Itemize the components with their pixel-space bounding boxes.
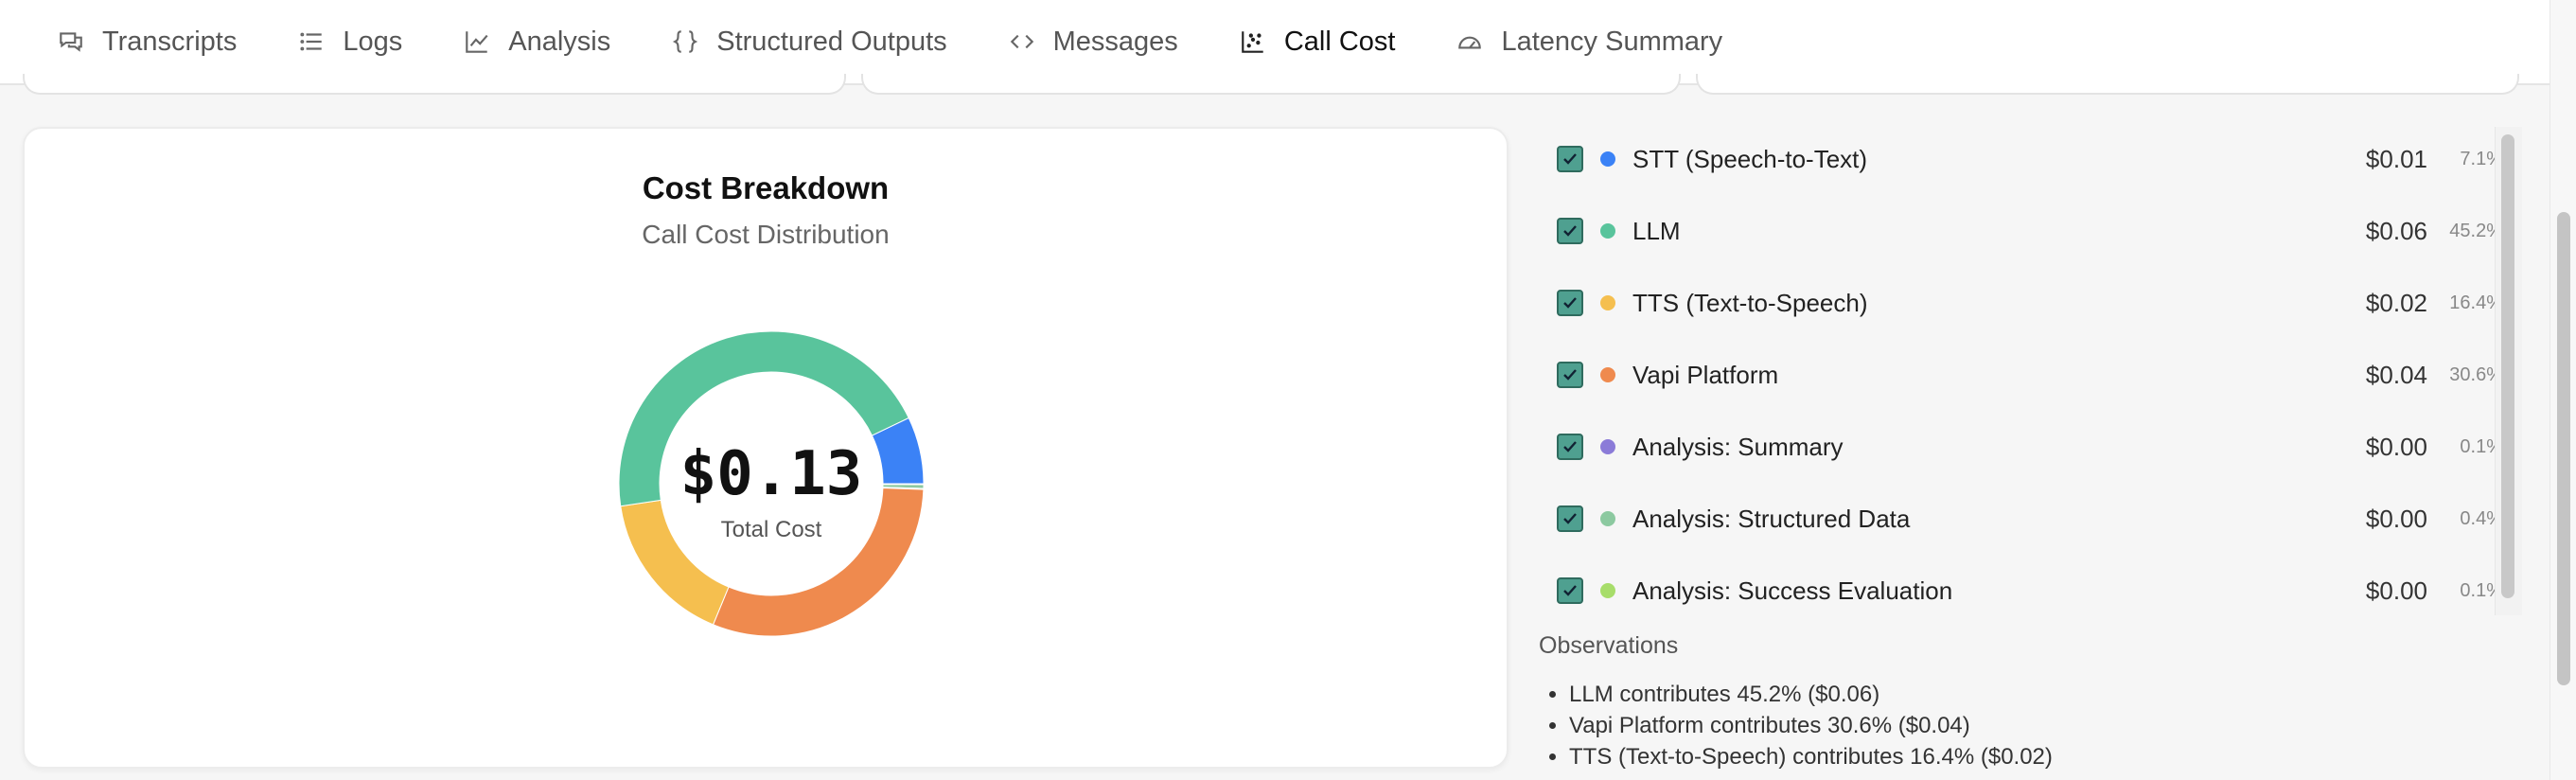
observation-item: LLM contributes 45.2% ($0.06) bbox=[1569, 679, 2485, 710]
legend-percent: 0.1% bbox=[2460, 579, 2503, 601]
legend-cost: $0.00 bbox=[2365, 432, 2427, 461]
donut-chart: $0.13 Total Cost bbox=[615, 328, 927, 640]
checkmark-icon bbox=[1563, 513, 1577, 524]
legend-label: LLM bbox=[1632, 216, 1681, 245]
legend-item[interactable]: LLM $0.06 45.2% bbox=[1557, 203, 2503, 259]
tab-label: Call Cost bbox=[1283, 26, 1396, 57]
legend-percent: 0.1% bbox=[2460, 435, 2503, 457]
legend-color-dot bbox=[1600, 583, 1615, 598]
legend-color-dot bbox=[1600, 367, 1615, 382]
legend-cost: $0.02 bbox=[2365, 288, 2427, 317]
legend-color-dot bbox=[1600, 439, 1615, 454]
legend-checkbox[interactable] bbox=[1557, 218, 1583, 244]
tab-label: Messages bbox=[1052, 26, 1178, 57]
donut-slice-vapi-platform[interactable] bbox=[712, 487, 925, 637]
list-icon bbox=[300, 32, 323, 51]
legend-item[interactable]: Vapi Platform $0.04 30.6% bbox=[1557, 346, 2503, 403]
legend-checkbox[interactable] bbox=[1557, 146, 1583, 172]
legend-percent: 0.4% bbox=[2460, 507, 2503, 529]
tab-label: Latency Summary bbox=[1501, 26, 1723, 57]
legend-percent: 30.6% bbox=[2449, 363, 2503, 385]
legend-percent: 45.2% bbox=[2449, 220, 2503, 241]
legend-label: Analysis: Structured Data bbox=[1632, 504, 1911, 533]
chat-bubbles-icon bbox=[60, 32, 82, 52]
checkmark-icon bbox=[1563, 153, 1577, 165]
legend-item[interactable]: Analysis: Success Evaluation $0.00 0.1% bbox=[1557, 562, 2503, 619]
legend-percent: 16.4% bbox=[2449, 292, 2503, 313]
donut-svg bbox=[618, 330, 925, 637]
page-scrollbar-thumb[interactable] bbox=[2557, 212, 2570, 685]
tab-transcripts[interactable]: Transcripts bbox=[26, 0, 267, 83]
tab-structured-outputs[interactable]: Structured Outputs bbox=[641, 0, 977, 83]
legend-checkbox[interactable] bbox=[1557, 362, 1583, 388]
tab-latency-summary[interactable]: Latency Summary bbox=[1425, 0, 1753, 83]
legend-cost: $0.01 bbox=[2365, 144, 2427, 173]
page-scrollbar[interactable] bbox=[2550, 0, 2576, 780]
cut-off-cards bbox=[23, 74, 2521, 95]
tab-label: Transcripts bbox=[102, 26, 238, 57]
tab-label: Logs bbox=[343, 26, 403, 57]
donut-slice-llm[interactable] bbox=[618, 330, 909, 507]
checkmark-icon bbox=[1563, 297, 1577, 309]
legend-checkbox[interactable] bbox=[1557, 290, 1583, 316]
legend-checkbox[interactable] bbox=[1557, 577, 1583, 604]
legend-cost: $0.06 bbox=[2365, 216, 2427, 245]
legend-scrollbar-thumb[interactable] bbox=[2501, 134, 2514, 598]
tab-bar: Transcripts Logs Analysis Structured Output… bbox=[0, 0, 2550, 85]
legend-label: Analysis: Summary bbox=[1632, 432, 1844, 461]
gauge-icon bbox=[1458, 36, 1482, 49]
legend-scrollbar[interactable] bbox=[2495, 127, 2522, 615]
code-brackets-icon bbox=[1010, 34, 1033, 49]
line-chart-icon bbox=[466, 31, 488, 53]
checkmark-icon bbox=[1563, 585, 1577, 596]
total-cost-label: Total Cost bbox=[720, 517, 822, 542]
legend-percent: 7.1% bbox=[2460, 148, 2503, 169]
cut-off-card bbox=[861, 74, 1681, 95]
legend-color-dot bbox=[1600, 295, 1615, 310]
scatter-chart-icon bbox=[1242, 31, 1263, 53]
checkmark-icon bbox=[1563, 369, 1577, 381]
legend-color-dot bbox=[1600, 223, 1615, 239]
legend-cost: $0.00 bbox=[2365, 504, 2427, 533]
total-cost-value: $0.13 bbox=[679, 439, 863, 509]
tab-logs[interactable]: Logs bbox=[267, 0, 432, 83]
legend-label: Vapi Platform bbox=[1632, 360, 1779, 389]
tab-label: Structured Outputs bbox=[716, 26, 947, 57]
legend-cost: $0.04 bbox=[2365, 360, 2427, 389]
cost-legend-list: STT (Speech-to-Text) $0.01 7.1% LLM $0.06 45.… bbox=[1538, 131, 2503, 613]
checkmark-icon bbox=[1563, 225, 1577, 237]
observations-list: LLM contributes 45.2% ($0.06)Vapi Platfo… bbox=[1539, 679, 2485, 772]
observations-title: Observations bbox=[1539, 632, 1679, 659]
legend-item[interactable]: STT (Speech-to-Text) $0.01 7.1% bbox=[1557, 131, 2503, 187]
legend-item[interactable]: Analysis: Summary $0.00 0.1% bbox=[1557, 418, 2503, 475]
chart-subtitle: Call Cost Distribution bbox=[642, 220, 890, 249]
legend-checkbox[interactable] bbox=[1557, 505, 1583, 532]
observation-item: TTS (Text-to-Speech) contributes 16.4% (… bbox=[1569, 741, 2485, 772]
observation-item: Vapi Platform contributes 30.6% ($0.04) bbox=[1569, 710, 2485, 741]
tab-analysis[interactable]: Analysis bbox=[432, 0, 641, 83]
tab-label: Analysis bbox=[508, 26, 611, 57]
legend-color-dot bbox=[1600, 151, 1615, 167]
cost-breakdown-card: Cost Breakdown Call Cost Distribution $0… bbox=[23, 127, 1509, 769]
legend-label: STT (Speech-to-Text) bbox=[1632, 144, 1868, 173]
legend-label: Analysis: Success Evaluation bbox=[1632, 576, 1953, 605]
legend-color-dot bbox=[1600, 511, 1615, 526]
tab-messages[interactable]: Messages bbox=[978, 0, 1209, 83]
observations-section: Observations LLM contributes 45.2% ($0.0… bbox=[1539, 632, 2485, 772]
cut-off-card bbox=[23, 74, 846, 95]
legend-label: TTS (Text-to-Speech) bbox=[1632, 288, 1868, 317]
chart-title: Cost Breakdown bbox=[642, 170, 890, 205]
braces-icon bbox=[673, 30, 698, 53]
legend-cost: $0.00 bbox=[2365, 576, 2427, 605]
cut-off-card bbox=[1696, 74, 2519, 95]
legend-checkbox[interactable] bbox=[1557, 434, 1583, 460]
legend-item[interactable]: TTS (Text-to-Speech) $0.02 16.4% bbox=[1557, 275, 2503, 331]
legend-item[interactable]: Analysis: Structured Data $0.00 0.4% bbox=[1557, 490, 2503, 547]
checkmark-icon bbox=[1563, 441, 1577, 452]
tab-call-cost[interactable]: Call Cost bbox=[1208, 0, 1426, 85]
